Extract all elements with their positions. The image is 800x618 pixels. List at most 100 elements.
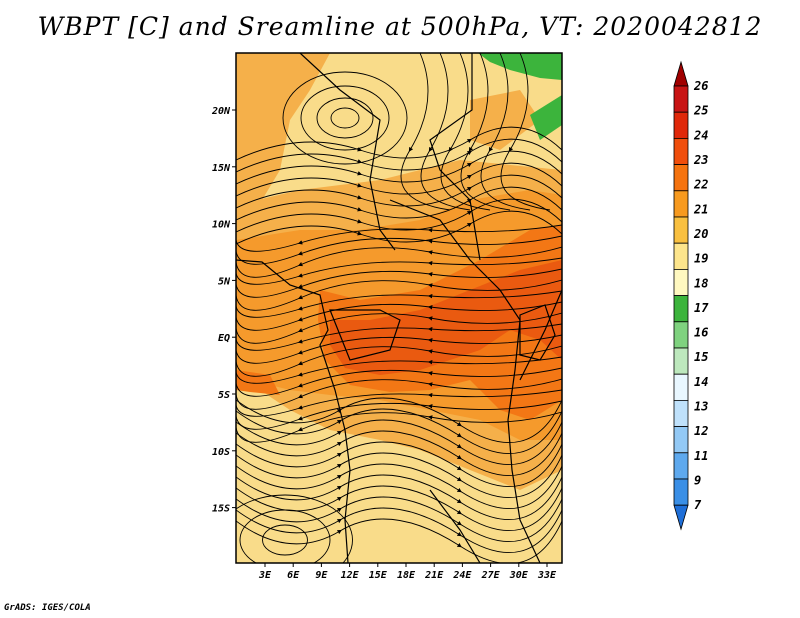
streamline: [236, 419, 562, 465]
streamline: [236, 430, 562, 476]
streamline: [236, 290, 562, 318]
colorbar-swatch: [673, 164, 689, 192]
streamline: [236, 257, 562, 285]
streamline: [236, 301, 562, 331]
map-panel: [236, 53, 562, 563]
colorbar-label: 17: [694, 301, 709, 315]
lon-tick-label: 12E: [341, 570, 360, 581]
colorbar-swatch: [673, 426, 689, 454]
lon-tick-label: 3E: [258, 570, 272, 581]
lat-tick-label: 20N: [211, 106, 231, 117]
streamline: [440, 53, 491, 211]
streamline: [236, 507, 562, 553]
streamline: [236, 235, 562, 265]
streamline: [236, 441, 562, 487]
lat-tick-label: 5N: [218, 276, 231, 287]
streamline: [236, 397, 562, 443]
lon-tick-label: 21E: [424, 570, 444, 581]
lat-tick-label: 15S: [212, 504, 230, 515]
colorbar-label: 7: [694, 498, 702, 512]
colorbar-swatch: [673, 373, 689, 401]
lon-tick-label: 27E: [481, 570, 501, 581]
colorbar-label: 23: [693, 153, 708, 167]
streamline: [460, 53, 511, 211]
streamline: [236, 518, 562, 563]
colorbar-label: 24: [693, 128, 708, 142]
lat-tick-label: 10N: [212, 220, 231, 231]
lon-tick-label: 24E: [452, 570, 472, 581]
streamline: [236, 334, 562, 364]
colorbar-label: 20: [693, 227, 708, 241]
colorbar-label: 16: [694, 326, 708, 340]
streamline: [236, 494, 353, 563]
colorbar-label: 12: [694, 424, 708, 438]
map-frame: [235, 52, 563, 564]
colorbar-swatch: [673, 399, 689, 427]
streamline: [236, 367, 562, 397]
longitude-axis: 3E 6E 9E 12E 15E 18E 21E 24E 27E 30E 33E: [258, 563, 557, 581]
grads-credit: GrADS: IGES/COLA: [4, 603, 91, 613]
latitude-axis: 20N 15N 10N 5N EQ 5S 10S 15S: [211, 106, 236, 515]
streamline: [236, 279, 562, 311]
colorbar-label: 22: [693, 178, 708, 192]
colorbar-label: 14: [694, 375, 708, 389]
colorbar-top-arrow: [673, 60, 689, 87]
streamline: [236, 389, 562, 417]
streamlines: [236, 53, 562, 563]
streamline: [500, 53, 551, 211]
colorbar-label: 19: [694, 252, 708, 266]
colorbar-label: 9: [694, 474, 701, 488]
colorbar-swatch: [673, 242, 689, 270]
colorbar-swatch: [673, 347, 689, 375]
streamline: [420, 53, 471, 211]
streamline: [236, 400, 562, 430]
colorbar-swatch: [673, 111, 689, 139]
streamline: [236, 408, 562, 454]
lon-tick-label: 15E: [369, 570, 388, 581]
streamline: [236, 224, 562, 252]
streamline: [236, 378, 562, 410]
colorbar-label: 15: [694, 350, 708, 364]
colorbar-label: 13: [694, 400, 708, 414]
streamline: [480, 53, 531, 211]
streamline: [236, 463, 562, 509]
streamline: [236, 356, 562, 384]
colorbar-label: 18: [694, 276, 708, 290]
colorbar-swatch: [673, 137, 689, 165]
colorbar-label: 25: [693, 104, 708, 118]
lon-tick-label: 18E: [397, 570, 416, 581]
lat-tick-label: EQ: [218, 333, 230, 344]
colorbar-swatch: [673, 452, 689, 480]
colorbar-swatch: [673, 190, 689, 218]
streamline: [236, 268, 562, 298]
streamline: [236, 474, 562, 520]
lon-tick-label: 6E: [287, 570, 300, 581]
colorbar-swatch: [673, 295, 689, 323]
wbpt-18c-field: [478, 53, 562, 140]
lat-tick-label: 5S: [218, 390, 230, 401]
streamline: [236, 452, 562, 498]
colorbar-label: 21: [693, 202, 708, 216]
colorbar-swatch: [673, 85, 689, 113]
colorbar-bottom-arrow: [673, 504, 689, 531]
colorbar-swatch: [673, 268, 689, 296]
lon-tick-label: 30E: [509, 570, 529, 581]
streamline: [236, 345, 562, 377]
streamline: [262, 524, 308, 556]
colorbar-label: 11: [694, 449, 708, 463]
map-title: WBPT [C] and Sreamline at 500hPa, VT: 20…: [37, 12, 763, 41]
colorbar-swatch: [673, 216, 689, 244]
vortex-circulation: [282, 71, 408, 165]
streamline: [239, 509, 331, 563]
colorbar-swatch: [673, 478, 689, 506]
streamline: [236, 496, 562, 542]
colorbar: 26 25 24 23 22 21 20 19 18 17 16 15 14 13 12 11 9 7: [673, 60, 709, 531]
streamline: [236, 246, 562, 278]
lon-tick-label: 33E: [537, 570, 557, 581]
streamline: [236, 312, 562, 344]
lat-tick-label: 10S: [212, 447, 230, 458]
streamline: [400, 53, 451, 211]
lat-tick-label: 15N: [212, 163, 231, 174]
lon-tick-label: 9E: [315, 570, 328, 581]
